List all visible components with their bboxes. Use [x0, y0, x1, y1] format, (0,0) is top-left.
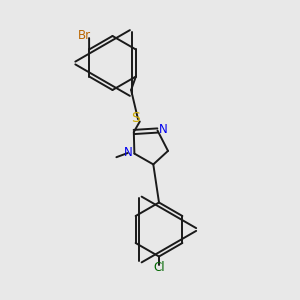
- Text: N: N: [158, 122, 167, 136]
- Text: N: N: [123, 146, 132, 159]
- Text: S: S: [130, 111, 140, 125]
- Text: Cl: Cl: [153, 261, 165, 274]
- Text: Br: Br: [78, 28, 91, 42]
